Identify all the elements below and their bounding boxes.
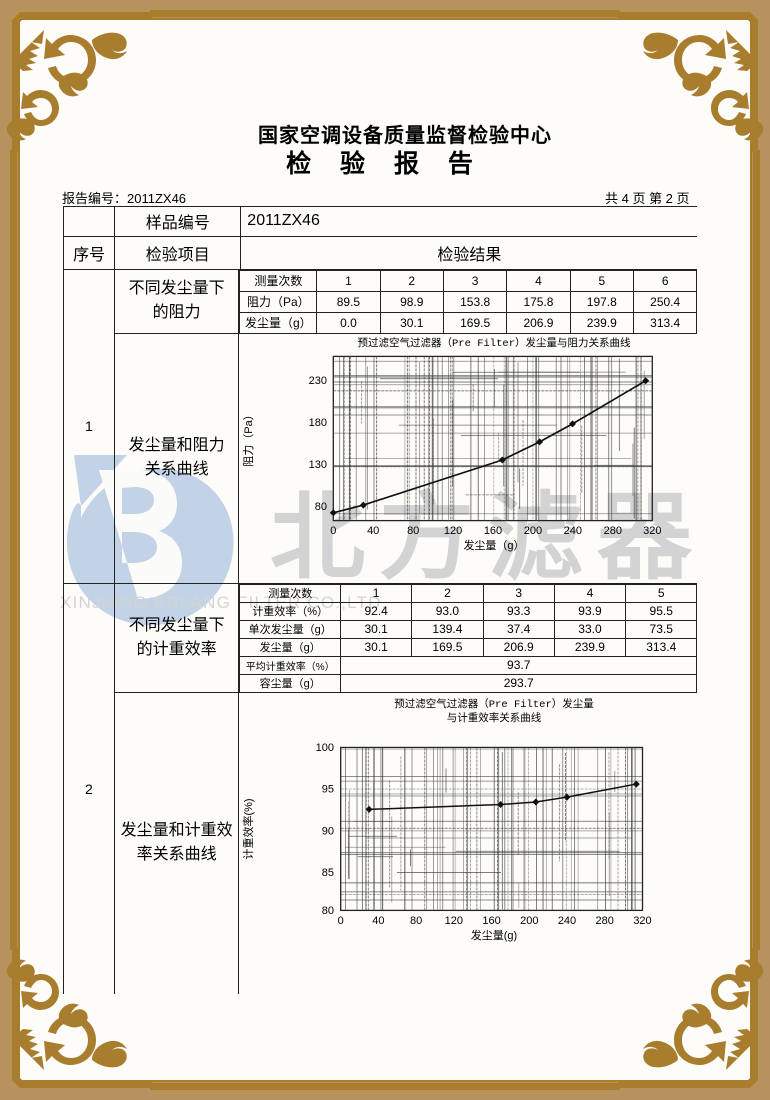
svg-text:100: 100 [316,742,334,754]
svg-text:0: 0 [331,525,337,537]
svg-text:阻力（Pa）: 阻力（Pa） [242,409,255,466]
svg-text:预过滤空气过滤器（Pre Filter）发尘量与阻力关系曲线: 预过滤空气过滤器（Pre Filter）发尘量与阻力关系曲线 [358,336,632,350]
svg-text:40: 40 [373,915,385,927]
svg-text:0: 0 [338,915,344,927]
svg-text:320: 320 [644,525,662,537]
svg-text:95: 95 [322,783,334,795]
svg-text:180: 180 [309,417,327,429]
svg-text:40: 40 [367,525,379,537]
svg-text:发尘量（g）: 发尘量（g） [464,538,525,552]
svg-text:85: 85 [322,867,334,879]
svg-text:280: 280 [604,525,622,537]
svg-text:80: 80 [410,915,422,927]
svg-text:80: 80 [322,905,334,917]
svg-text:80: 80 [315,501,327,513]
svg-text:120: 120 [444,525,462,537]
svg-text:160: 160 [484,525,502,537]
svg-text:120: 120 [445,915,463,927]
svg-text:160: 160 [483,915,501,927]
svg-text:240: 240 [564,525,582,537]
svg-text:280: 280 [596,915,614,927]
svg-text:与计重效率关系曲线: 与计重效率关系曲线 [447,711,542,725]
svg-text:200: 200 [521,915,539,927]
svg-text:发尘量(g): 发尘量(g) [471,928,517,942]
svg-text:80: 80 [407,525,419,537]
svg-text:320: 320 [634,915,652,927]
svg-text:240: 240 [558,915,576,927]
svg-text:230: 230 [309,375,327,387]
svg-text:预过滤空气过滤器（Pre Filter）发尘量: 预过滤空气过滤器（Pre Filter）发尘量 [395,697,595,711]
svg-text:130: 130 [309,459,327,471]
svg-text:计重效率(%): 计重效率(%) [241,798,255,859]
svg-text:200: 200 [524,525,542,537]
svg-text:90: 90 [322,825,334,837]
